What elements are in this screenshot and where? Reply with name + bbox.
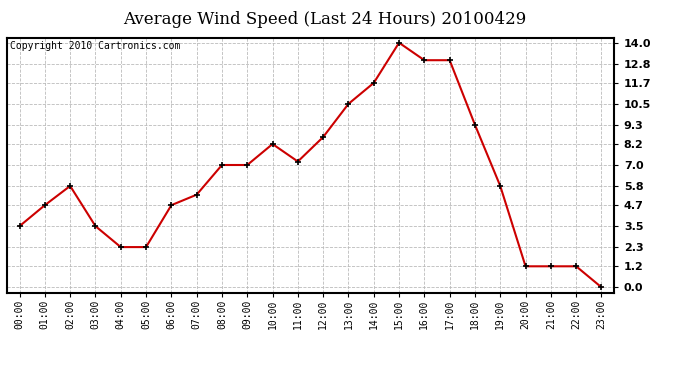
- Text: Copyright 2010 Cartronics.com: Copyright 2010 Cartronics.com: [10, 41, 180, 51]
- Text: Average Wind Speed (Last 24 Hours) 20100429: Average Wind Speed (Last 24 Hours) 20100…: [123, 11, 526, 28]
